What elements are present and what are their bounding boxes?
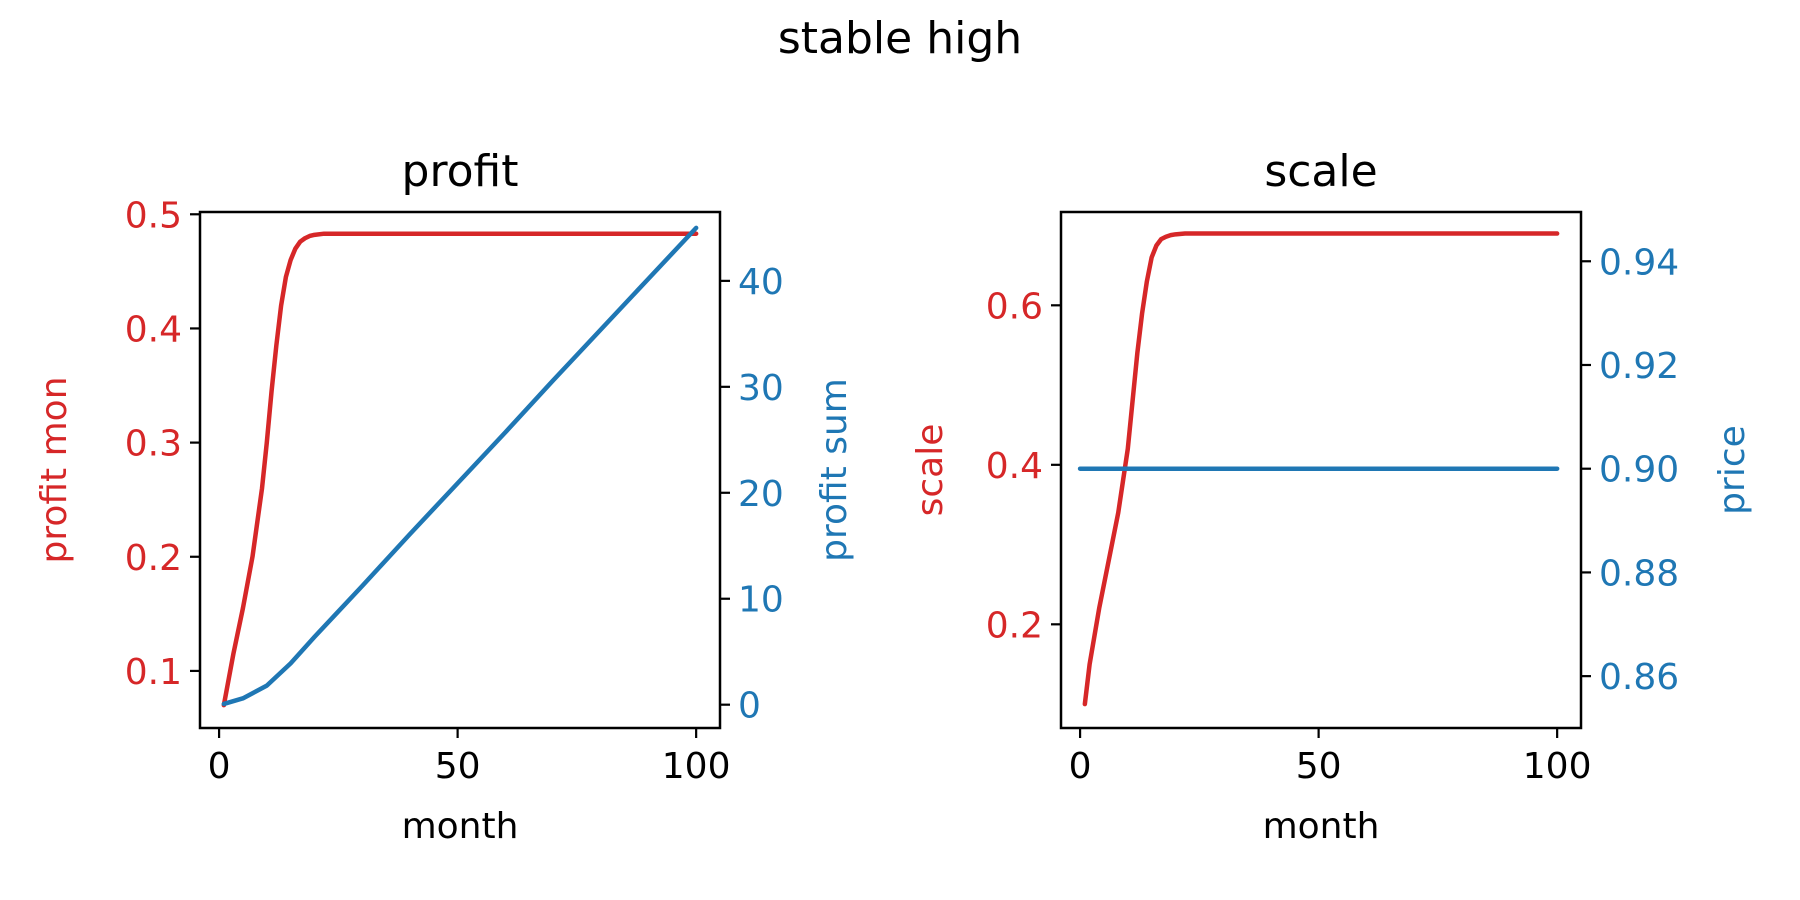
- left-axis-series-line: [221, 231, 699, 708]
- right-y-tick-label: 0.94: [1599, 242, 1679, 283]
- right-y-tick-label: 0.88: [1599, 553, 1679, 594]
- right-y-tick-label: 20: [738, 474, 784, 515]
- right-y-tick-label: 0.86: [1599, 657, 1679, 698]
- scale-panel: scale 0 50 100 month 0.2 0.4 0.6 scale 0.86 0.88 0.…: [910, 146, 1753, 847]
- x-tick-label: 100: [1523, 746, 1592, 787]
- figure-suptitle: stable high: [778, 13, 1022, 64]
- x-tick-label: 0: [208, 746, 231, 787]
- left-y-tick-label: 0.6: [986, 286, 1043, 327]
- left-y-tick-label: 0.2: [125, 538, 182, 579]
- x-axis-label: month: [1263, 806, 1380, 847]
- right-y-tick-label: 40: [738, 262, 784, 303]
- panel-title: scale: [1264, 146, 1377, 197]
- axes-frame: [198, 210, 722, 730]
- left-y-axis-label: profit mon: [34, 376, 75, 563]
- axes-frame: [1059, 210, 1583, 730]
- x-tick-label: 0: [1069, 746, 1092, 787]
- x-tick-label: 50: [435, 746, 481, 787]
- right-y-axis-label: profit sum: [814, 378, 855, 562]
- left-y-tick-label: 0.2: [986, 605, 1043, 646]
- right-y-tick-label: 30: [738, 368, 784, 409]
- left-y-tick-label: 0.3: [125, 424, 182, 465]
- left-axis-series-line: [1082, 231, 1560, 707]
- panel-title: profit: [402, 146, 519, 197]
- left-y-tick-label: 0.4: [125, 309, 182, 350]
- x-axis-label: month: [402, 806, 519, 847]
- right-axis-series-line: [221, 225, 699, 707]
- right-y-tick-label: 0.92: [1599, 346, 1679, 387]
- right-y-tick-label: 10: [738, 580, 784, 621]
- left-y-tick-label: 0.1: [125, 652, 182, 693]
- x-tick-label: 50: [1296, 746, 1342, 787]
- x-tick-label: 100: [662, 746, 731, 787]
- right-y-axis-label: price: [1712, 425, 1753, 515]
- right-y-tick-label: 0.90: [1599, 450, 1679, 491]
- right-y-tick-label: 0: [738, 686, 761, 727]
- left-y-tick-label: 0.5: [125, 195, 182, 236]
- left-y-tick-label: 0.4: [986, 446, 1043, 487]
- left-y-axis-label: scale: [910, 424, 951, 517]
